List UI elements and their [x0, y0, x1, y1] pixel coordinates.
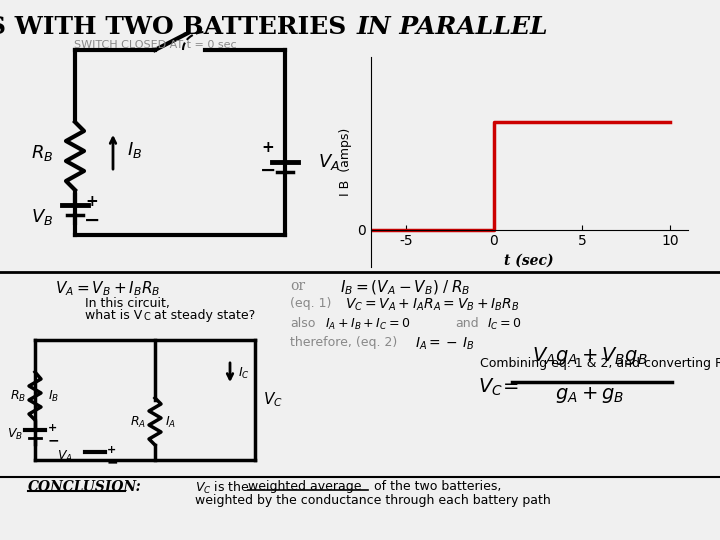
Text: −: − — [260, 160, 276, 179]
Text: −: − — [84, 211, 100, 229]
Text: −: − — [48, 433, 60, 447]
Text: −: − — [107, 455, 119, 469]
Text: (eq. 1): (eq. 1) — [290, 297, 331, 310]
Text: C: C — [143, 312, 150, 322]
Text: $I_B = (V_A - V_B)\;/\;R_B$: $I_B = (V_A - V_B)\;/\;R_B$ — [340, 279, 471, 298]
Text: $I_A$: $I_A$ — [165, 415, 176, 429]
Text: and: and — [455, 317, 479, 330]
Text: therefore, (eq. 2): therefore, (eq. 2) — [290, 336, 397, 349]
Text: CIRCUITS WITH TWO BATTERIES: CIRCUITS WITH TWO BATTERIES — [0, 15, 355, 39]
Text: $g_A + g_B$: $g_A + g_B$ — [555, 385, 624, 405]
Text: $I_A + I_B + I_C = 0$: $I_A + I_B + I_C = 0$ — [325, 317, 410, 332]
Text: weighted average: weighted average — [248, 480, 361, 493]
Text: CONCLUSION:: CONCLUSION: — [28, 480, 142, 494]
X-axis label: t (sec): t (sec) — [505, 254, 554, 268]
Text: $V_A g_A + V_B g_B$: $V_A g_A + V_B g_B$ — [532, 345, 648, 367]
Text: $V_C$: $V_C$ — [263, 390, 283, 409]
Text: $I_C$: $I_C$ — [238, 366, 250, 381]
Text: +: + — [107, 445, 116, 455]
Text: $V_B$: $V_B$ — [7, 427, 23, 442]
Text: $V_C$ is the: $V_C$ is the — [195, 480, 251, 496]
Text: or: or — [290, 279, 305, 293]
Text: In this circuit,: In this circuit, — [85, 297, 170, 310]
Text: Combining eq. 1 & 2, and converting R to g: Combining eq. 1 & 2, and converting R to… — [480, 357, 720, 370]
Text: $I_B$: $I_B$ — [48, 388, 59, 403]
Text: $V_A$: $V_A$ — [318, 152, 340, 172]
Text: IN PARALLEL: IN PARALLEL — [357, 15, 549, 39]
Text: +: + — [48, 423, 58, 433]
Text: at steady state?: at steady state? — [150, 309, 256, 322]
Text: $R_B$: $R_B$ — [10, 388, 26, 403]
Text: weighted by the conductance through each battery path: weighted by the conductance through each… — [195, 494, 551, 507]
Text: $I_C = 0$: $I_C = 0$ — [487, 317, 521, 332]
Text: $V_B$: $V_B$ — [31, 207, 53, 227]
Text: $R_A$: $R_A$ — [130, 415, 146, 429]
Text: $V_A = V_B + I_B R_B$: $V_A = V_B + I_B R_B$ — [55, 279, 161, 298]
Text: also: also — [290, 317, 315, 330]
Text: $R_B$: $R_B$ — [31, 143, 53, 163]
Text: what is V: what is V — [85, 309, 143, 322]
Text: +: + — [86, 194, 99, 210]
Y-axis label: I B  (amps): I B (amps) — [338, 128, 351, 196]
Text: $V_A$: $V_A$ — [57, 448, 73, 463]
Text: $V_C = V_A + I_A R_A = V_B + I_B R_B$: $V_C = V_A + I_A R_A = V_B + I_B R_B$ — [345, 297, 520, 313]
Text: $V_C\!=\!$: $V_C\!=\!$ — [478, 377, 518, 399]
Text: of the two batteries,: of the two batteries, — [370, 480, 501, 493]
Text: SWITCH CLOSED AT t = 0 sec: SWITCH CLOSED AT t = 0 sec — [73, 40, 236, 50]
Text: $I_A = -\,I_B$: $I_A = -\,I_B$ — [415, 336, 474, 353]
Text: $I_B$: $I_B$ — [127, 140, 142, 160]
Text: +: + — [261, 140, 274, 156]
